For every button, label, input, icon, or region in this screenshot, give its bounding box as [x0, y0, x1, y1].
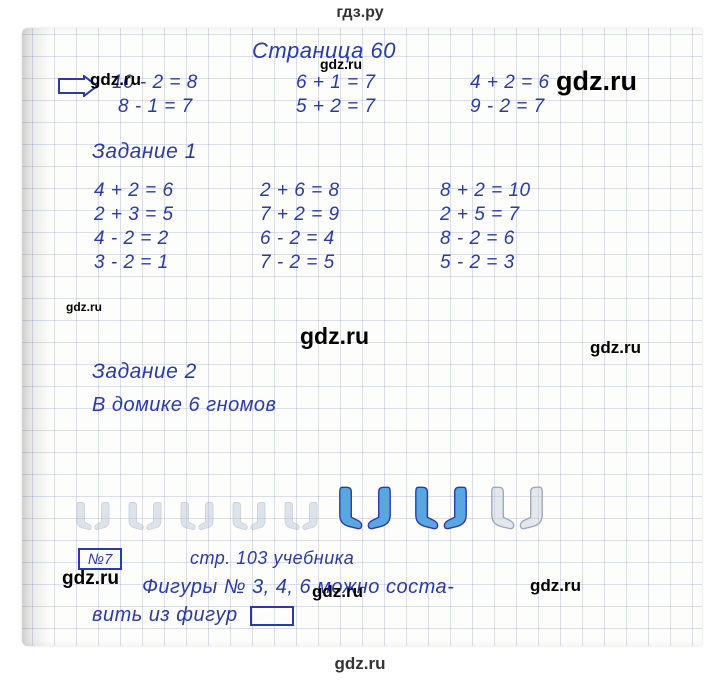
boot-icon	[486, 485, 516, 531]
boot-pair	[410, 485, 472, 531]
watermark-text: gdz.ru	[300, 323, 369, 350]
eq: 2 + 6 = 8	[260, 180, 340, 202]
boot-pair	[178, 501, 216, 531]
boot-icon	[230, 501, 248, 531]
rectangle-shape-icon	[250, 606, 294, 626]
watermark-text: gdz.ru	[62, 568, 119, 590]
eq: 3 - 2 = 1	[94, 252, 169, 274]
boot-icon	[334, 485, 364, 531]
watermark-text: gdz.ru	[530, 576, 581, 596]
eq: 8 + 2 = 10	[440, 180, 531, 202]
task7-ref: стр. 103 учебника	[190, 548, 354, 569]
site-footer: gdz.ru	[0, 654, 720, 674]
task7-line2-text: вить из фигур	[92, 604, 238, 626]
boot-icon	[94, 501, 112, 531]
eq: 4 + 2 = 6	[470, 72, 550, 94]
boot-icon	[410, 485, 440, 531]
watermark-text: gdz.ru	[90, 70, 141, 90]
eq: 4 + 2 = 6	[94, 180, 174, 202]
page-spine	[22, 28, 50, 646]
eq: 4 - 2 = 2	[94, 228, 169, 250]
boot-icon	[250, 501, 268, 531]
boot-pair	[334, 485, 396, 531]
watermark-text: gdz.ru	[320, 56, 362, 72]
boot-pair	[230, 501, 268, 531]
boot-icon	[198, 501, 216, 531]
watermark-text: gdz.ru	[66, 300, 102, 314]
boot-icon	[282, 501, 300, 531]
task7-line1: Фигуры № 3, 4, 6 можно соста-	[142, 576, 454, 599]
boot-pair	[74, 501, 112, 531]
watermark-text: gdz.ru	[312, 582, 363, 602]
eq: 5 + 2 = 7	[296, 96, 376, 118]
eq: 6 + 1 = 7	[296, 72, 376, 94]
eq: 8 - 2 = 6	[440, 228, 515, 250]
boot-icon	[518, 485, 548, 531]
boot-icon	[74, 501, 92, 531]
boot-pair	[126, 501, 164, 531]
watermark-text: gdz.ru	[556, 66, 637, 97]
task2-heading: Задание 2	[92, 360, 197, 384]
boot-pair	[282, 501, 320, 531]
boot-icon	[126, 501, 144, 531]
eq: 2 + 3 = 5	[94, 204, 174, 226]
site-header: гдз.ру	[0, 4, 720, 22]
watermark-text: gdz.ru	[590, 338, 641, 358]
boot-icon	[302, 501, 320, 531]
eq: 5 - 2 = 3	[440, 252, 515, 274]
boot-icon	[146, 501, 164, 531]
task7-label-box: №7	[78, 548, 122, 570]
task7-line2: вить из фигур	[92, 604, 294, 627]
task2-answer: В домике 6 гномов	[92, 394, 276, 417]
eq: 2 + 5 = 7	[440, 204, 520, 226]
boot-icon	[366, 485, 396, 531]
eq: 6 - 2 = 4	[260, 228, 335, 250]
eq: 7 - 2 = 5	[260, 252, 335, 274]
boot-icon	[178, 501, 196, 531]
eq: 9 - 2 = 7	[470, 96, 545, 118]
eq: 8 - 1 = 7	[118, 96, 193, 118]
boot-pair	[486, 485, 548, 531]
boot-icon	[442, 485, 472, 531]
boots-illustration	[74, 483, 694, 531]
task1-heading: Задание 1	[92, 140, 197, 164]
eq: 7 + 2 = 9	[260, 204, 340, 226]
